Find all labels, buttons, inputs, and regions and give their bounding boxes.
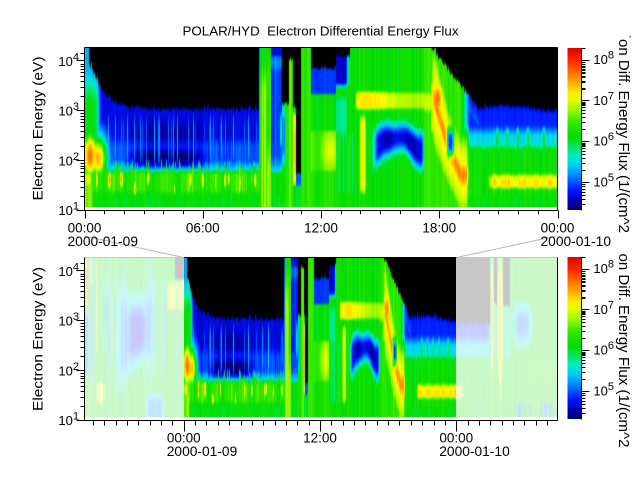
svg-text:103: 103 [58, 311, 79, 329]
svg-text:108: 108 [593, 50, 614, 68]
svg-text:101: 101 [58, 201, 79, 219]
svg-text:106: 106 [593, 131, 614, 149]
svg-text:POLAR/HYD Electron Differenti: POLAR/HYD Electron Differential Energy F… [183, 24, 459, 39]
svg-text:Electron Energy (eV): Electron Energy (eV) [31, 267, 46, 411]
svg-text:00:00: 00:00 [541, 221, 575, 236]
svg-text:102: 102 [58, 151, 79, 169]
svg-text:00:00: 00:00 [167, 431, 201, 446]
svg-text:103: 103 [58, 101, 79, 119]
svg-text:104: 104 [58, 261, 79, 279]
svg-text:18:00: 18:00 [422, 221, 456, 236]
svg-text:12:00: 12:00 [304, 221, 338, 236]
svg-text:107: 107 [593, 299, 614, 317]
svg-text:105: 105 [593, 381, 614, 399]
svg-text:102: 102 [58, 361, 79, 379]
svg-text:106: 106 [593, 340, 614, 358]
svg-text:2000-01-09: 2000-01-09 [68, 234, 139, 249]
svg-text:107: 107 [593, 90, 614, 108]
svg-text:108: 108 [593, 259, 614, 277]
svg-text:06:00: 06:00 [186, 221, 220, 236]
svg-text:00:00: 00:00 [68, 221, 102, 236]
svg-text:00:00: 00:00 [439, 431, 473, 446]
svg-text:on Diff. Energy Flux (1/(cm^2: on Diff. Energy Flux (1/(cm^2 [615, 39, 632, 233]
svg-text:2000-01-09: 2000-01-09 [167, 444, 238, 459]
svg-text:101: 101 [58, 411, 79, 429]
svg-text:12:00: 12:00 [303, 431, 337, 446]
svg-text:on Diff. Energy Flux (1/(cm^2: on Diff. Energy Flux (1/(cm^2 [615, 254, 632, 448]
svg-text:2000-01-10: 2000-01-10 [541, 234, 612, 249]
svg-text:105: 105 [593, 172, 614, 190]
svg-text:2000-01-10: 2000-01-10 [439, 444, 510, 459]
svg-text:Electron Energy (eV): Electron Energy (eV) [31, 57, 46, 201]
svg-text:104: 104 [58, 51, 79, 69]
